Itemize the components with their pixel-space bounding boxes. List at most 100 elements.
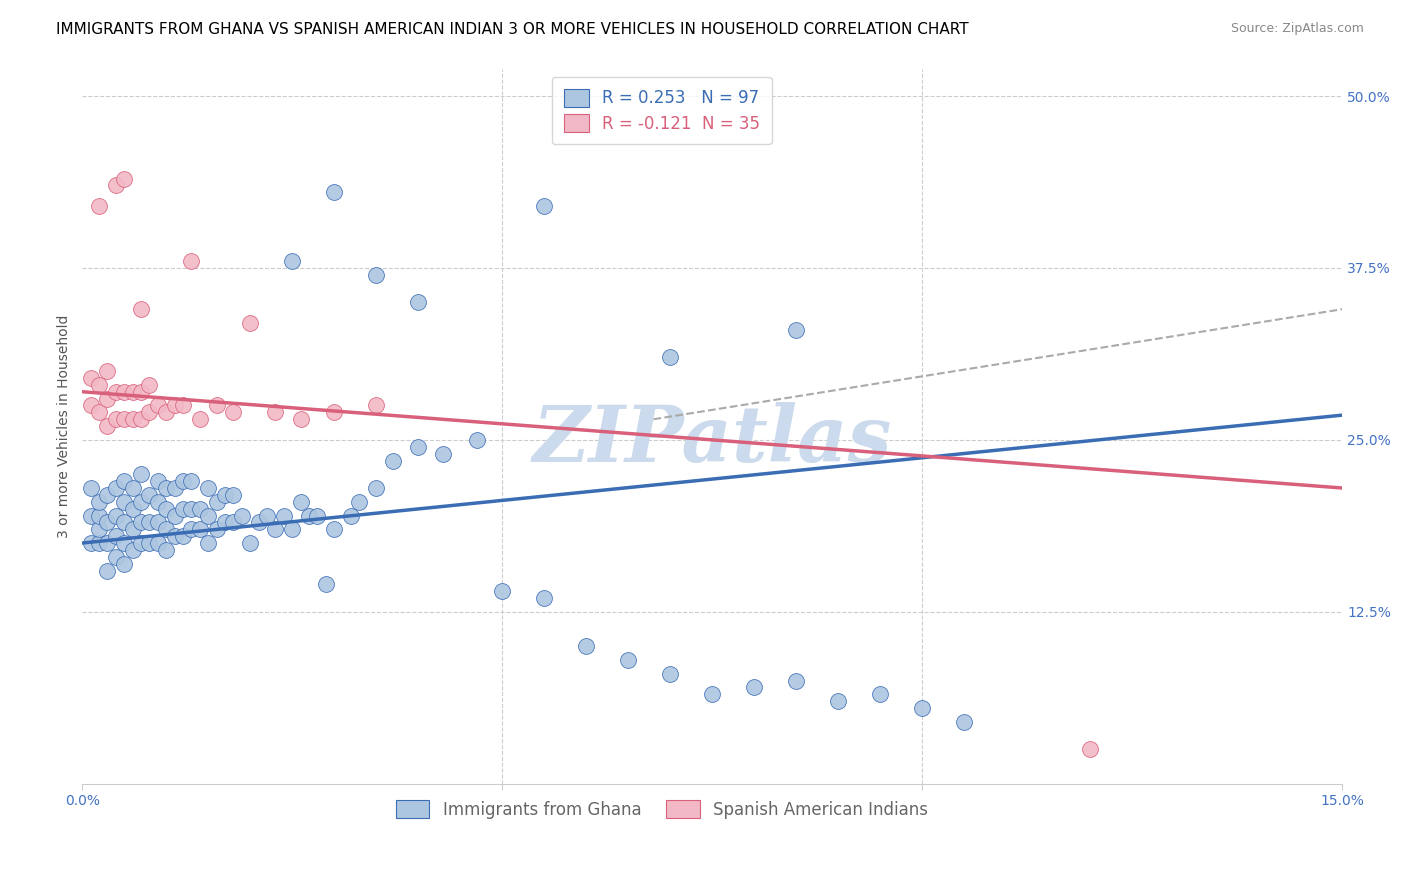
Point bbox=[290, 412, 312, 426]
Point bbox=[87, 508, 110, 523]
Point bbox=[273, 508, 295, 523]
Point bbox=[659, 351, 682, 365]
Point bbox=[96, 392, 118, 406]
Point bbox=[87, 377, 110, 392]
Point bbox=[146, 474, 169, 488]
Point bbox=[247, 516, 270, 530]
Point bbox=[222, 488, 245, 502]
Point bbox=[214, 488, 236, 502]
Point bbox=[323, 522, 346, 536]
Point bbox=[205, 399, 228, 413]
Point bbox=[155, 405, 177, 419]
Point bbox=[121, 522, 143, 536]
Point bbox=[281, 254, 304, 268]
Point bbox=[121, 384, 143, 399]
Point bbox=[129, 302, 152, 317]
Point bbox=[138, 488, 160, 502]
Point bbox=[264, 405, 287, 419]
Point bbox=[231, 508, 253, 523]
Point bbox=[575, 639, 598, 653]
Point bbox=[138, 377, 160, 392]
Point bbox=[298, 508, 321, 523]
Point bbox=[214, 516, 236, 530]
Point bbox=[180, 474, 202, 488]
Point bbox=[406, 440, 429, 454]
Point bbox=[87, 199, 110, 213]
Point bbox=[129, 516, 152, 530]
Point bbox=[911, 701, 934, 715]
Point bbox=[87, 405, 110, 419]
Point bbox=[87, 495, 110, 509]
Point bbox=[827, 694, 849, 708]
Point bbox=[205, 495, 228, 509]
Text: Source: ZipAtlas.com: Source: ZipAtlas.com bbox=[1230, 22, 1364, 36]
Point bbox=[239, 536, 262, 550]
Text: IMMIGRANTS FROM GHANA VS SPANISH AMERICAN INDIAN 3 OR MORE VEHICLES IN HOUSEHOLD: IMMIGRANTS FROM GHANA VS SPANISH AMERICA… bbox=[56, 22, 969, 37]
Point bbox=[121, 501, 143, 516]
Point bbox=[180, 254, 202, 268]
Y-axis label: 3 or more Vehicles in Household: 3 or more Vehicles in Household bbox=[58, 315, 72, 538]
Point bbox=[406, 295, 429, 310]
Point bbox=[340, 508, 363, 523]
Point bbox=[121, 481, 143, 495]
Point bbox=[315, 577, 337, 591]
Point bbox=[702, 687, 724, 701]
Point bbox=[104, 384, 127, 399]
Point bbox=[785, 673, 807, 688]
Point bbox=[180, 501, 202, 516]
Point bbox=[323, 186, 346, 200]
Point bbox=[80, 399, 103, 413]
Point bbox=[104, 481, 127, 495]
Point bbox=[96, 419, 118, 434]
Point bbox=[129, 467, 152, 482]
Point bbox=[155, 481, 177, 495]
Point bbox=[953, 714, 976, 729]
Point bbox=[307, 508, 329, 523]
Point bbox=[188, 501, 211, 516]
Point bbox=[1078, 742, 1101, 756]
Point bbox=[172, 474, 194, 488]
Point bbox=[112, 495, 135, 509]
Point bbox=[129, 412, 152, 426]
Point bbox=[112, 557, 135, 571]
Point bbox=[366, 399, 388, 413]
Point bbox=[129, 384, 152, 399]
Point bbox=[163, 481, 186, 495]
Point bbox=[112, 536, 135, 550]
Point bbox=[129, 495, 152, 509]
Point bbox=[222, 516, 245, 530]
Point bbox=[96, 516, 118, 530]
Point bbox=[163, 399, 186, 413]
Point bbox=[146, 399, 169, 413]
Point bbox=[290, 495, 312, 509]
Point bbox=[146, 516, 169, 530]
Point bbox=[121, 542, 143, 557]
Point bbox=[222, 405, 245, 419]
Point bbox=[104, 178, 127, 193]
Point bbox=[349, 495, 371, 509]
Point bbox=[197, 481, 219, 495]
Point bbox=[659, 666, 682, 681]
Point bbox=[617, 653, 640, 667]
Point bbox=[80, 481, 103, 495]
Point bbox=[104, 508, 127, 523]
Point bbox=[172, 529, 194, 543]
Point bbox=[87, 536, 110, 550]
Point bbox=[96, 564, 118, 578]
Point bbox=[112, 384, 135, 399]
Point bbox=[172, 501, 194, 516]
Point bbox=[112, 516, 135, 530]
Point bbox=[197, 508, 219, 523]
Point bbox=[155, 501, 177, 516]
Legend: Immigrants from Ghana, Spanish American Indians: Immigrants from Ghana, Spanish American … bbox=[389, 794, 935, 825]
Point bbox=[112, 171, 135, 186]
Point bbox=[155, 542, 177, 557]
Point bbox=[188, 522, 211, 536]
Point bbox=[87, 522, 110, 536]
Point bbox=[104, 529, 127, 543]
Point bbox=[239, 316, 262, 330]
Point bbox=[146, 495, 169, 509]
Point bbox=[138, 516, 160, 530]
Point bbox=[432, 447, 454, 461]
Text: ZIPatlas: ZIPatlas bbox=[533, 402, 891, 479]
